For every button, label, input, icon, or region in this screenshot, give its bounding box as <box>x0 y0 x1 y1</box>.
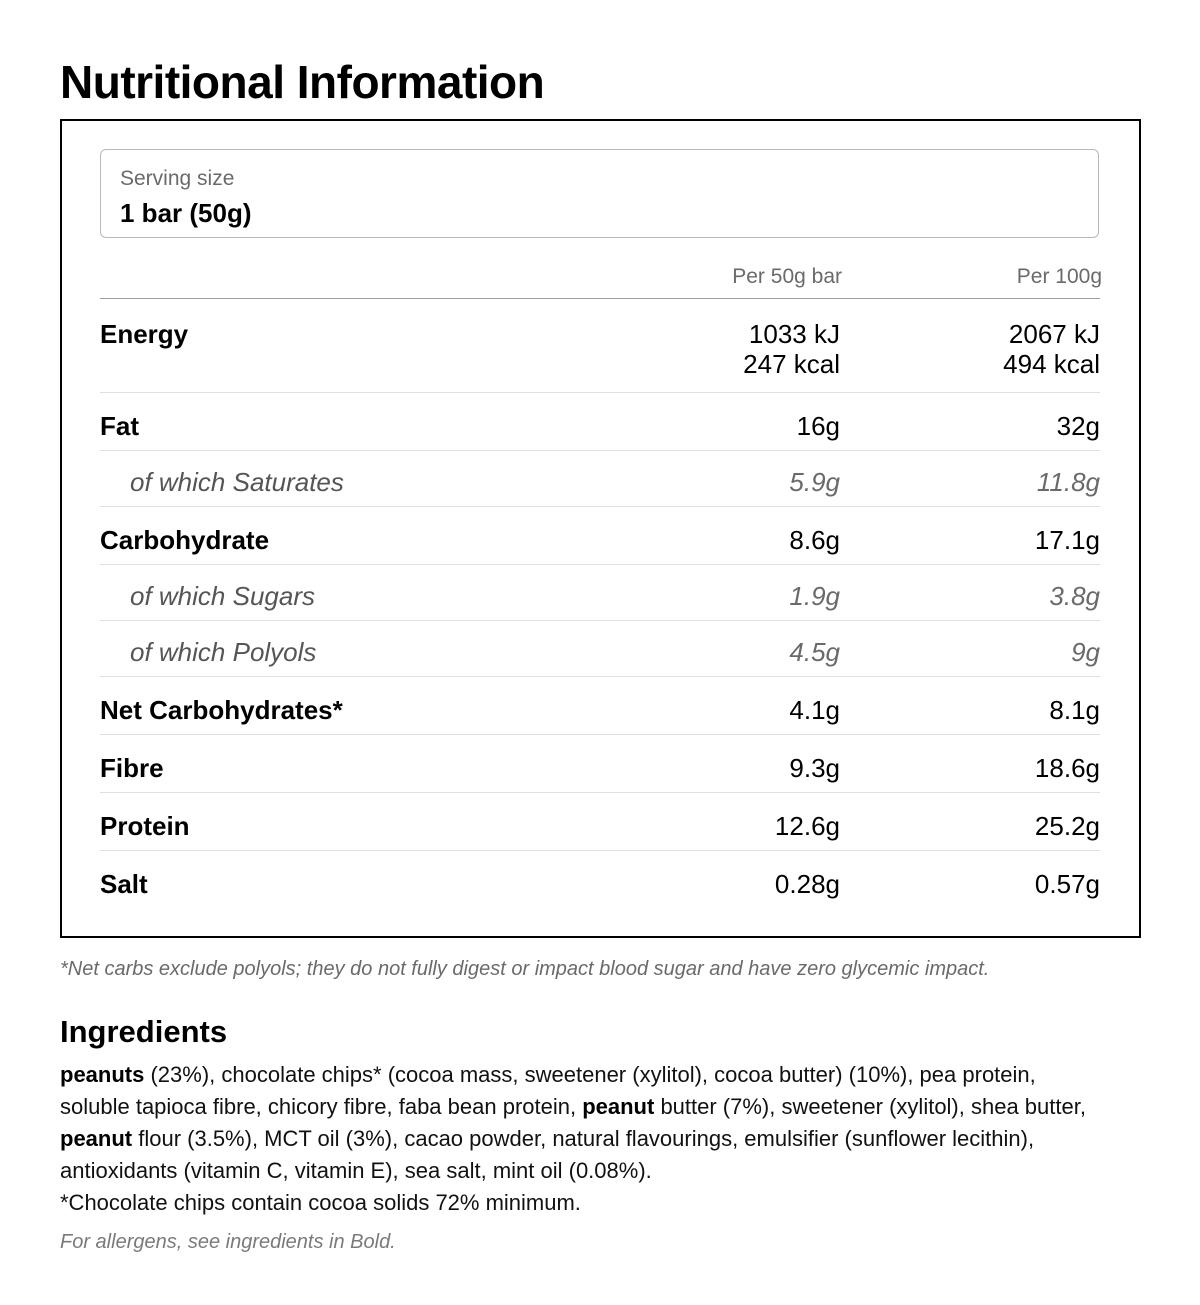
column-header-per-bar: Per 50g bar <box>732 265 842 288</box>
energy-per-100g-kj: 2067 kJ <box>1008 319 1100 349</box>
serving-size-label: Serving size <box>120 167 235 190</box>
value-per-bar: 4.1g <box>789 695 840 725</box>
chocolate-chips-note: *Chocolate chips contain cocoa solids 72… <box>60 1190 581 1215</box>
allergen-note: For allergens, see ingredients in Bold. <box>60 1231 396 1253</box>
value-per-bar: 1.9g <box>789 581 840 611</box>
value-per-100g: 9g <box>1071 637 1100 667</box>
row-net-carbohydrates: Net Carbohydrates* 4.1g 8.1g <box>100 677 1100 735</box>
row-energy: Energy 1033 kJ 247 kcal 2067 kJ 494 kcal <box>100 317 1100 393</box>
allergen-peanut: peanut <box>60 1126 133 1151</box>
energy-per-bar-kj: 1033 kJ <box>748 319 840 349</box>
value-per-100g: 8.1g <box>1049 695 1100 725</box>
value-per-bar: 9.3g <box>789 753 840 783</box>
nutrition-table: Serving size 1 bar (50g) Per 50g bar Per… <box>60 119 1141 938</box>
nutrient-name: of which Saturates <box>130 467 344 497</box>
ingredients-heading: Ingredients <box>60 1014 228 1049</box>
row-sugars: of which Sugars 1.9g 3.8g <box>100 565 1100 621</box>
row-fibre: Fibre 9.3g 18.6g <box>100 735 1100 793</box>
value-per-100g: 18.6g <box>1034 753 1100 783</box>
value-per-100g: 11.8g <box>1036 467 1100 497</box>
page-title: Nutritional Information <box>60 56 545 108</box>
row-protein: Protein 12.6g 25.2g <box>100 793 1100 851</box>
value-per-bar: 4.5g <box>789 637 840 667</box>
row-polyols: of which Polyols 4.5g 9g <box>100 621 1100 677</box>
ingredients-segment: (23%), chocolate chips* (cocoa mass, swe… <box>60 1062 1036 1119</box>
allergen-peanuts: peanuts <box>60 1062 145 1087</box>
nutrient-name: of which Polyols <box>130 637 317 667</box>
column-header-per-100g: Per 100g <box>1016 265 1102 288</box>
value-per-100g: 3.8g <box>1049 581 1100 611</box>
allergen-peanut: peanut <box>582 1094 655 1119</box>
nutrient-name: Carbohydrate <box>100 525 270 555</box>
row-fat: Fat 16g 32g <box>100 393 1100 451</box>
value-per-bar: 5.9g <box>789 467 840 497</box>
nutrient-name: Protein <box>100 811 190 841</box>
value-per-100g: 32g <box>1056 411 1100 441</box>
ingredients-list: peanuts (23%), chocolate chips* (cocoa m… <box>60 1059 1110 1219</box>
ingredients-segment: butter (7%), sweetener (xylitol), shea b… <box>654 1094 1086 1119</box>
energy-per-bar-kcal: 247 kcal <box>743 349 840 379</box>
row-carbohydrate: Carbohydrate 8.6g 17.1g <box>100 507 1100 565</box>
ingredients-line: peanuts (23%), chocolate chips* (cocoa m… <box>60 1059 1110 1187</box>
nutrient-name: Energy <box>100 319 189 349</box>
serving-size-value: 1 bar (50g) <box>120 198 252 228</box>
nutrient-name: Salt <box>100 869 148 899</box>
nutrient-name: Fat <box>100 411 139 441</box>
energy-per-100g-kcal: 494 kcal <box>1003 349 1100 379</box>
row-saturates: of which Saturates 5.9g 11.8g <box>100 451 1100 507</box>
value-per-100g: 17.1g <box>1034 525 1100 555</box>
value-per-bar: 0.28g <box>774 869 840 899</box>
value-per-bar: 12.6g <box>774 811 840 841</box>
value-per-bar: 16g <box>796 411 840 441</box>
serving-size-box: Serving size 1 bar (50g) <box>100 149 1099 238</box>
header-divider <box>100 298 1100 299</box>
ingredients-segment: flour (3.5%), MCT oil (3%), cacao powder… <box>60 1126 1035 1183</box>
value-per-bar: 8.6g <box>789 525 840 555</box>
row-salt: Salt 0.28g 0.57g <box>100 851 1100 909</box>
net-carbs-footnote: *Net carbs exclude polyols; they do not … <box>60 958 990 980</box>
nutrient-name: Fibre <box>100 753 164 783</box>
value-per-100g: 25.2g <box>1034 811 1100 841</box>
nutrient-name: Net Carbohydrates* <box>100 695 343 725</box>
value-per-100g: 0.57g <box>1034 869 1100 899</box>
nutrient-name: of which Sugars <box>130 581 315 611</box>
